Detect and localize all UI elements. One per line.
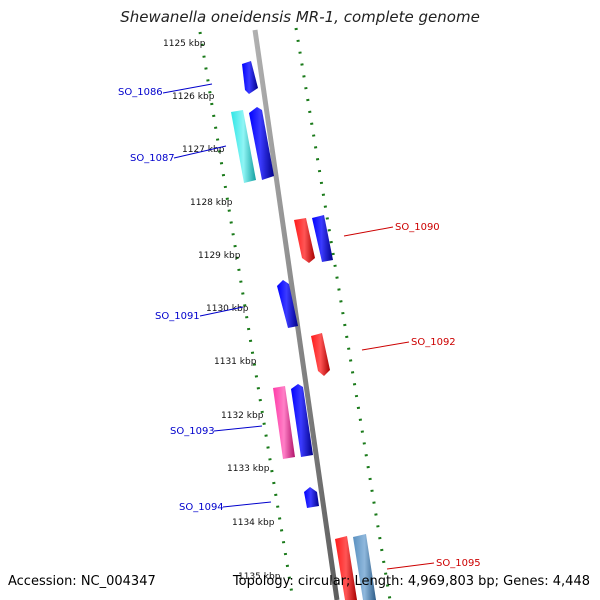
gene-so1087-blue[interactable] (249, 107, 274, 180)
gene-label-so1095[interactable]: SO_1095 (436, 558, 481, 569)
gene-so1094[interactable] (304, 487, 319, 508)
map-title: Shewanella oneidensis MR-1, complete gen… (120, 8, 480, 26)
gene-so1086[interactable] (242, 61, 258, 94)
tick-label: 1128 kbp (190, 198, 233, 208)
gene-label-so1092[interactable]: SO_1092 (411, 337, 456, 348)
tick-labels: 1125 kbp 1126 kbp 1127 kbp 1128 kbp 1129… (163, 39, 281, 582)
genome-backbone (252, 29, 340, 600)
tick-label: 1127 kbp (182, 145, 225, 155)
accession-text: Accession: NC_004347 (8, 574, 156, 589)
tick-label: 1129 kbp (198, 251, 241, 261)
gene-so1093-magenta[interactable] (273, 386, 295, 459)
gene-labels: SO_1086 SO_1087 SO_1091 SO_1093 SO_1094 … (118, 87, 481, 569)
gene-label-so1086[interactable]: SO_1086 (118, 87, 163, 98)
gene-label-so1087[interactable]: SO_1087 (130, 153, 175, 164)
tick-label: 1134 kbp (232, 518, 275, 528)
tick-label: 1126 kbp (172, 92, 215, 102)
gene-so1095-steel[interactable] (353, 534, 376, 600)
gene-so1090-red[interactable] (294, 218, 315, 263)
gene-label-so1094[interactable]: SO_1094 (179, 502, 224, 513)
gene-so1090-blue[interactable] (312, 215, 333, 262)
gene-label-so1091[interactable]: SO_1091 (155, 311, 200, 322)
gene-so1095-red[interactable] (335, 536, 357, 600)
tick-label: 1133 kbp (227, 464, 270, 474)
gene-so1087-cyan[interactable] (231, 110, 256, 183)
tick-label: 1131 kbp (214, 357, 257, 367)
topology-text: Topology: circular; Length: 4,969,803 bp… (232, 574, 590, 589)
gene-so1092[interactable] (311, 333, 330, 376)
gene-label-so1093[interactable]: SO_1093 (170, 426, 215, 437)
tick-label: 1130 kbp (206, 304, 249, 314)
gene-so1091[interactable] (277, 280, 298, 328)
right-tick-track (294, 27, 392, 600)
tick-label: 1135 kbp (238, 572, 281, 582)
gene-so1093-blue[interactable] (291, 384, 313, 457)
tick-label: 1132 kbp (221, 411, 264, 421)
gene-features (231, 61, 376, 600)
leader-lines (162, 83, 435, 570)
tick-label: 1125 kbp (163, 39, 206, 49)
gene-label-so1090[interactable]: SO_1090 (395, 222, 440, 233)
left-tick-track (198, 31, 295, 600)
